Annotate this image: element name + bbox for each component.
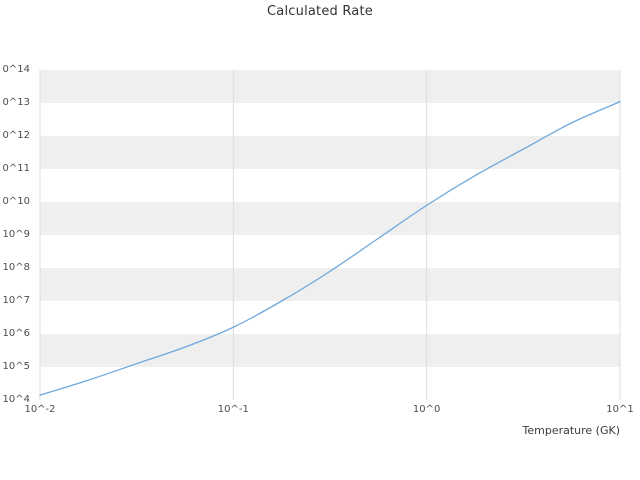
y-tick-label: 10^6: [2, 328, 30, 339]
y-tick-label: 10^4: [2, 394, 30, 405]
x-tick-label: 10^-1: [217, 404, 249, 415]
y-tick-label: 10^8: [2, 262, 30, 273]
y-tick-label: 10^9: [2, 229, 30, 240]
x-tick-label: 10^-2: [24, 404, 56, 415]
x-tick-label: 10^1: [606, 404, 634, 415]
y-tick-label: 0^11: [2, 163, 30, 174]
y-tick-label: 10^5: [2, 361, 30, 372]
y-tick-label: 0^10: [2, 196, 30, 207]
y-tick-label: 0^13: [2, 97, 30, 108]
decade-band: [40, 202, 620, 235]
decade-band: [40, 70, 620, 103]
decade-band: [40, 334, 620, 367]
chart-title: Calculated Rate: [267, 4, 373, 19]
x-axis-title: Temperature (GK): [522, 424, 621, 437]
y-tick-label: 0^14: [2, 64, 30, 75]
x-tick-label: 10^0: [412, 404, 441, 415]
y-tick-label: 0^12: [2, 130, 30, 141]
decade-band: [40, 268, 620, 301]
decade-band: [40, 136, 620, 169]
y-tick-label: 10^7: [2, 295, 30, 306]
rate-line: [39, 100, 621, 396]
